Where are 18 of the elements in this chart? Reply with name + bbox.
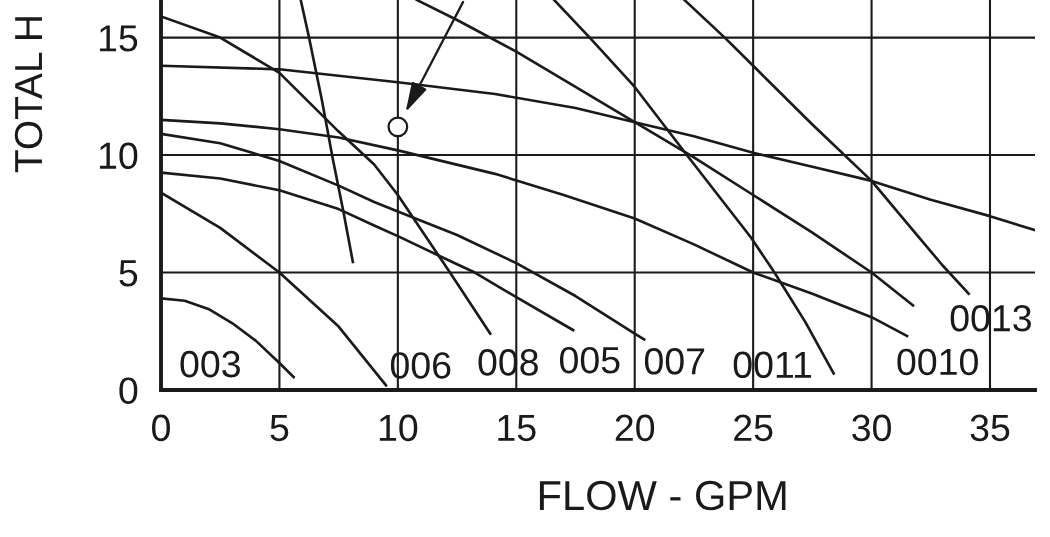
series-label: 005 (559, 346, 620, 374)
y-tick-label: 15 (99, 25, 138, 52)
x-tick-label: 30 (852, 414, 891, 442)
y-axis-title: TOTAL H (14, 17, 43, 173)
y-tick-label: 0 (119, 377, 138, 404)
series-label: 007 (644, 348, 705, 375)
x-axis-title: FLOW - GPM (539, 480, 786, 511)
y-tick-label: 5 (119, 260, 138, 287)
x-tick-label: 25 (734, 414, 773, 442)
x-tick-label: 15 (498, 414, 536, 442)
series-label: 003 (180, 350, 240, 378)
series-label: 0010 (897, 348, 978, 376)
x-tick-label: 20 (615, 414, 655, 442)
x-tick-label: 35 (970, 414, 1010, 442)
x-tick-label: 5 (270, 414, 289, 442)
y-tick-label: 10 (99, 142, 138, 170)
x-tick-label: 0 (152, 414, 170, 442)
x-tick-label: 10 (379, 414, 418, 442)
